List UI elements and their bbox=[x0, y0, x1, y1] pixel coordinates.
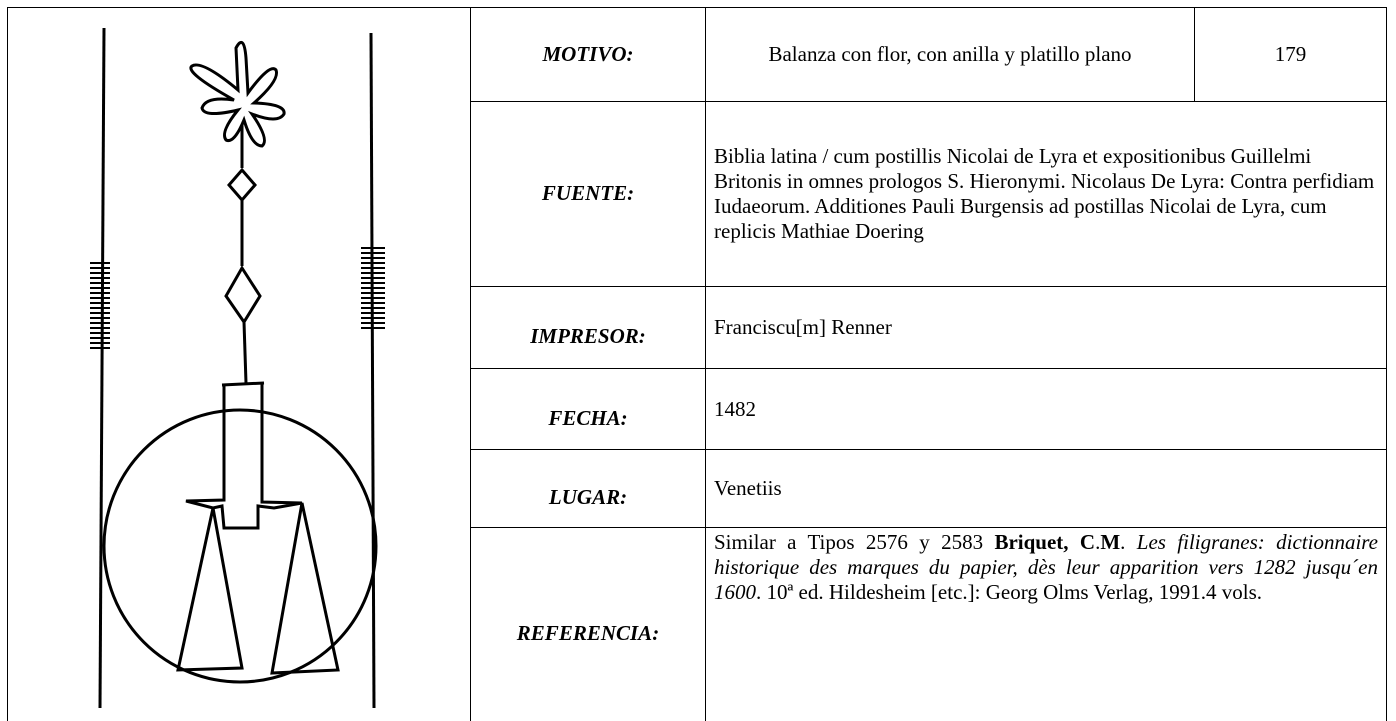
value-text: Franciscu[m] Renner bbox=[714, 315, 892, 339]
watermark-drawing bbox=[8, 8, 470, 715]
label-text: MOTIVO: bbox=[542, 42, 633, 66]
value-fecha: 1482 bbox=[706, 369, 1387, 450]
ref-text: . bbox=[1120, 530, 1137, 554]
number-cell: 179 bbox=[1195, 8, 1387, 102]
label-text: FECHA: bbox=[548, 406, 627, 430]
label-lugar: LUGAR: bbox=[471, 450, 706, 528]
label-text: IMPRESOR: bbox=[530, 324, 646, 348]
label-motivo: MOTIVO: bbox=[471, 8, 706, 102]
label-fecha: FECHA: bbox=[471, 369, 706, 450]
ref-text: Similar a Tipos 2576 y 2583 bbox=[714, 530, 994, 554]
value-text: 1482 bbox=[714, 397, 756, 421]
ref-author: M bbox=[1100, 530, 1120, 554]
value-impresor: Franciscu[m] Renner bbox=[706, 286, 1387, 369]
label-fuente: FUENTE: bbox=[471, 101, 706, 286]
image-cell bbox=[8, 8, 471, 721]
value-referencia: Similar a Tipos 2576 y 2583 Briquet, C.M… bbox=[706, 527, 1387, 721]
value-motivo: Balanza con flor, con anilla y platillo … bbox=[706, 8, 1195, 102]
value-text: Venetiis bbox=[714, 476, 782, 500]
value-lugar: Venetiis bbox=[706, 450, 1387, 528]
label-text: REFERENCIA: bbox=[517, 621, 659, 645]
label-text: LUGAR: bbox=[549, 485, 627, 509]
label-referencia: REFERENCIA: bbox=[471, 527, 706, 721]
number-text: 179 bbox=[1275, 42, 1307, 66]
value-fuente: Biblia latina / cum postillis Nicolai de… bbox=[706, 101, 1387, 286]
catalog-table: MOTIVO: Balanza con flor, con anilla y p… bbox=[7, 7, 1387, 721]
value-text: Biblia latina / cum postillis Nicolai de… bbox=[714, 144, 1374, 243]
ref-text: . 10ª ed. Hildesheim [etc.]: Georg Olms … bbox=[756, 580, 1262, 604]
label-text: FUENTE: bbox=[542, 181, 634, 205]
label-impresor: IMPRESOR: bbox=[471, 286, 706, 369]
ref-author: Briquet, C bbox=[994, 530, 1095, 554]
value-text: Balanza con flor, con anilla y platillo … bbox=[768, 42, 1131, 66]
